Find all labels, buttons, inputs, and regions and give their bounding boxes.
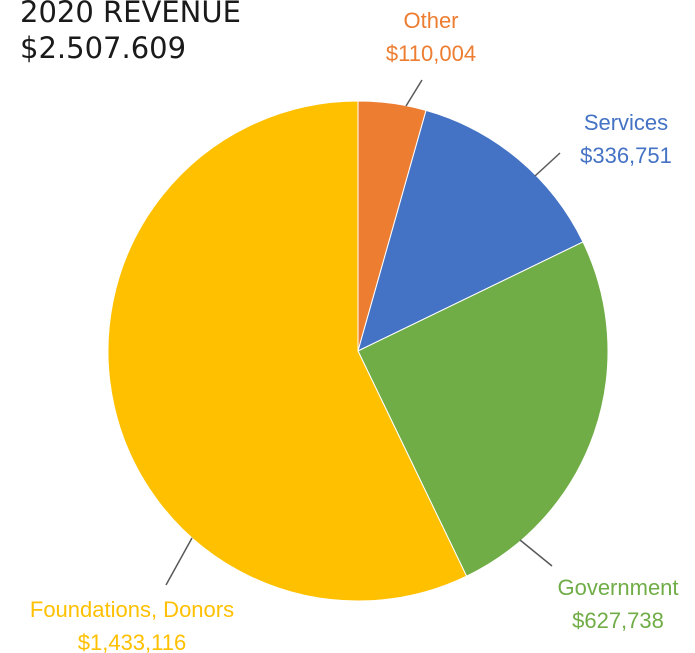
chart-title: 2020 REVENUE [20,0,241,29]
leader-line-government [519,539,553,567]
leader-line-foundations-donors [165,537,193,586]
slice-name-label-services: Services [584,110,668,135]
leader-lines [165,79,561,586]
pie-slice-foundations-donors [107,100,468,602]
chart-subtitle: $2.507.609 [20,31,186,65]
slice-name-label-foundations-donors: Foundations, Donors [30,597,234,622]
slice-value-label-other: $110,004 [386,41,476,66]
slice-name-label-government: Government [557,575,678,600]
pie-slice-government [357,241,609,577]
slice-name-label-other: Other [403,8,458,33]
leader-line-services [534,152,561,177]
slice-value-label-government: $627,738 [572,608,664,633]
pie-slice-services [357,109,584,352]
pie-slices [107,100,609,602]
slice-labels: Other $110,004 Services $336,751 Government $… [30,8,679,653]
slice-value-label-services: $336,751 [580,143,672,168]
slice-value-label-foundations-donors: $1,433,116 [78,630,186,653]
leader-line-other [405,79,423,107]
